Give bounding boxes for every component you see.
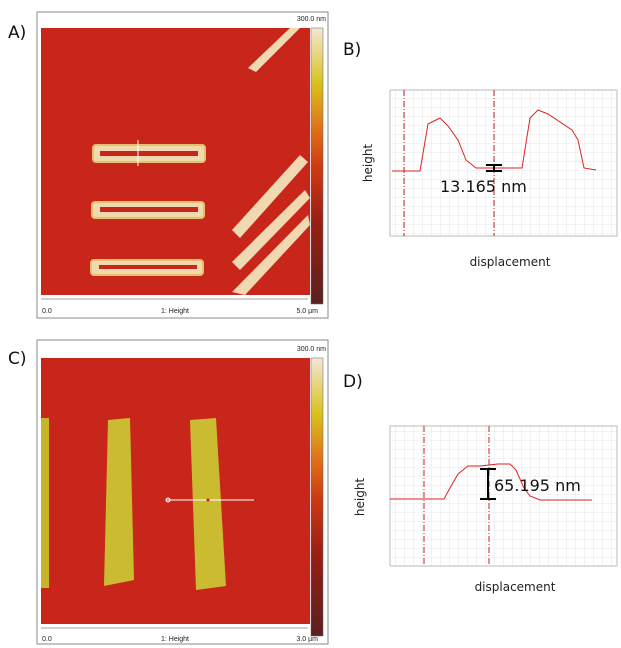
panel-label: D): [343, 372, 363, 392]
y-axis-label: height: [361, 144, 375, 183]
x-axis-label: displacement: [475, 580, 556, 594]
color-bar: [311, 28, 323, 304]
x-axis-label: displacement: [470, 255, 551, 269]
measurement: 65.195 nm: [494, 476, 581, 495]
scale-max: 300.0 nm: [297, 16, 326, 23]
axis-start: 0.0: [42, 308, 52, 315]
color-bar: [311, 358, 323, 636]
axis-end: 3.0 µm: [296, 636, 318, 643]
axis-end: 5.0 µm: [296, 308, 318, 315]
measurement: 13.165 nm: [440, 177, 527, 196]
scale-max: 300.0 nm: [297, 346, 326, 353]
panel-label: C): [8, 349, 27, 369]
axis-start: 0.0: [42, 636, 52, 643]
channel: 1: Height: [161, 636, 189, 643]
afm-image: [41, 358, 310, 624]
channel: 1: Height: [161, 308, 189, 315]
panel-label: A): [8, 23, 26, 43]
figure: A) 300.0 nm 0.0 1: Height 5.0 µm B) heig…: [0, 0, 621, 648]
panel-label: B): [343, 40, 361, 60]
y-axis-label: height: [353, 478, 367, 517]
